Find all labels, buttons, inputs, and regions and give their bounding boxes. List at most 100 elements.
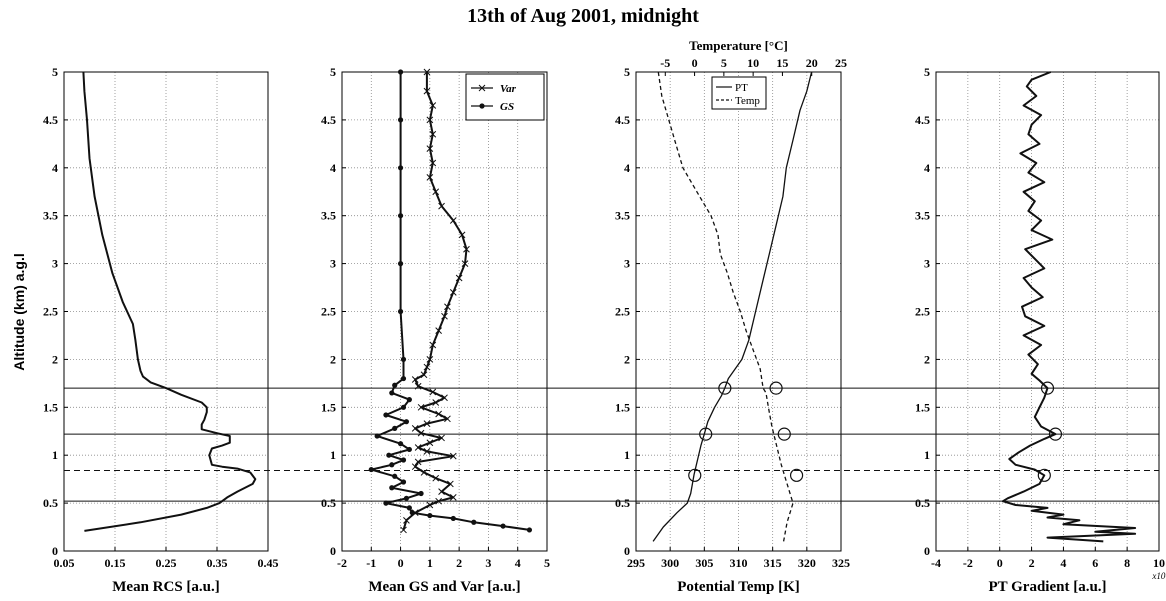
data-point-gs [397, 69, 404, 75]
x-tick-label: 0 [997, 556, 1003, 570]
x-tick-label: 320 [798, 556, 816, 570]
data-point-var [449, 493, 457, 501]
panels: 0.05 0.15 0.25 0.35 0.45 0 0.5 1 1.5 2 2.5 3 3.5 4 4.5… [43, 38, 1166, 595]
data-point-var [426, 174, 434, 181]
data-point-var [458, 231, 466, 239]
legend-label-temp: Temp [735, 95, 760, 107]
data-point-gs [400, 356, 407, 362]
y-tick-label: 0 [52, 544, 58, 558]
y-tick-label: 2 [624, 352, 630, 366]
x-tick-label: -1 [366, 556, 376, 570]
panel-pt_gradient: -4 -2 0 2 4 6 8 10 0 0.5 1 1.5 2 2.5 3 3.5 4 4.5 5 PT Gradi… [915, 65, 1166, 595]
y-tick-label: 3 [924, 257, 930, 271]
y-tick-label: 3.5 [915, 209, 930, 223]
x-tick-label: 1 [427, 556, 433, 570]
x2-tick-label: 10 [747, 56, 759, 70]
y-tick-label: 2 [330, 352, 336, 366]
panel-rcs: 0.05 0.15 0.25 0.35 0.45 0 0.5 1 1.5 2 2.5 3 3.5 4 4.5… [43, 65, 279, 595]
data-point-var [400, 526, 407, 534]
y-tick-label: 0.5 [915, 496, 930, 510]
x-tick-label: 0.45 [258, 556, 279, 570]
x-tick-label: 4 [1060, 556, 1066, 570]
y-tick-label: 0 [924, 544, 930, 558]
data-point-gs [409, 510, 415, 516]
x-tick-label: 310 [730, 556, 748, 570]
x-tick-label: 0.15 [105, 556, 126, 570]
data-point-var [426, 501, 434, 509]
legend-marker-gs [479, 103, 485, 109]
y-tick-label: 3 [330, 257, 336, 271]
data-point-var [426, 116, 434, 124]
data-point-gs [383, 500, 389, 506]
data-point-var [411, 376, 419, 383]
y-tick-label: 1.5 [43, 400, 58, 414]
y-tick-label: 4 [52, 161, 58, 175]
data-point-var [447, 480, 454, 488]
data-point-var [429, 388, 437, 396]
x-tick-label: 10 [1153, 556, 1165, 570]
data-point-gs [383, 412, 389, 418]
y-tick-label: 2.5 [915, 305, 930, 319]
y-tick-label: 5 [924, 65, 930, 79]
data-point-gs [450, 515, 456, 522]
data-point-gs [389, 390, 395, 396]
y-tick-label: 1 [52, 448, 58, 462]
data-point-var [429, 159, 437, 167]
y-tick-label: 2.5 [615, 305, 630, 319]
data-point-gs [392, 473, 398, 479]
x-tick-label: 305 [695, 556, 713, 570]
y-tick-label: 4 [924, 161, 930, 175]
data-point-var [444, 303, 451, 311]
data-point-var [432, 474, 440, 482]
data-point-var [438, 434, 445, 442]
x-axis-label: PT Gradient [a.u.] [988, 579, 1106, 595]
data-point-var [417, 403, 425, 411]
y-tick-label: 3.5 [321, 209, 336, 223]
data-point-var [411, 425, 419, 432]
x2-tick-label: 5 [721, 56, 727, 70]
data-point-gs [386, 452, 392, 458]
data-point-gs [427, 512, 433, 519]
reference-lines [64, 387, 1159, 502]
x-tick-label: -4 [931, 556, 941, 570]
legend-marker-var [478, 84, 486, 92]
data-point-var [423, 363, 431, 371]
x-tick-label: 0 [398, 556, 404, 570]
x-tick-label: 2 [456, 556, 462, 570]
x2-tick-label: 15 [776, 56, 788, 70]
data-point-var [438, 488, 445, 495]
x2-tick-label: -5 [660, 56, 670, 70]
panel-gs_var: -2 -1 0 1 2 3 4 5 0 0.5 1 1.5 2 2.5 3 3.5 4 4.5 5 Mean GS a… [321, 65, 550, 595]
data-point-gs [403, 419, 410, 425]
data-point-gs [374, 433, 380, 439]
data-point-var [449, 217, 457, 224]
panel-pt_temp: 295 300 305 310 315 320 325 0 0.5 1 1.5 2 2.5 3 3.5 4 4.… [615, 38, 850, 595]
legend-label-var: Var [500, 83, 517, 95]
data-point-gs [400, 479, 407, 485]
y-tick-label: 4.5 [915, 113, 930, 127]
data-point-gs [392, 425, 398, 431]
x-tick-label: 6 [1092, 556, 1098, 570]
data-point-var [449, 288, 457, 296]
y-tick-label: 5 [52, 65, 58, 79]
data-point-gs [397, 213, 404, 219]
y-tick-label: 1.5 [915, 400, 930, 414]
x-tick-label: 2 [1029, 556, 1035, 570]
data-point-gs [500, 523, 506, 529]
x-tick-label: -2 [963, 556, 973, 570]
data-point-var [463, 245, 470, 253]
data-point-gs [389, 485, 395, 491]
x-tick-label: 300 [661, 556, 679, 570]
y-tick-label: 5 [330, 65, 336, 79]
x-tick-label: 325 [832, 556, 850, 570]
x-tick-label: 3 [485, 556, 491, 570]
series-line-rcs [82, 71, 257, 532]
y-tick-label: 5 [624, 65, 630, 79]
data-point-gs [397, 441, 404, 447]
x-tick-label: 0.25 [156, 556, 177, 570]
y-tick-label: 2 [924, 352, 930, 366]
x-axis-label: Potential Temp [K] [677, 579, 800, 595]
data-point-var [426, 439, 434, 447]
data-point-var [423, 420, 431, 427]
data-point-var [417, 429, 425, 437]
